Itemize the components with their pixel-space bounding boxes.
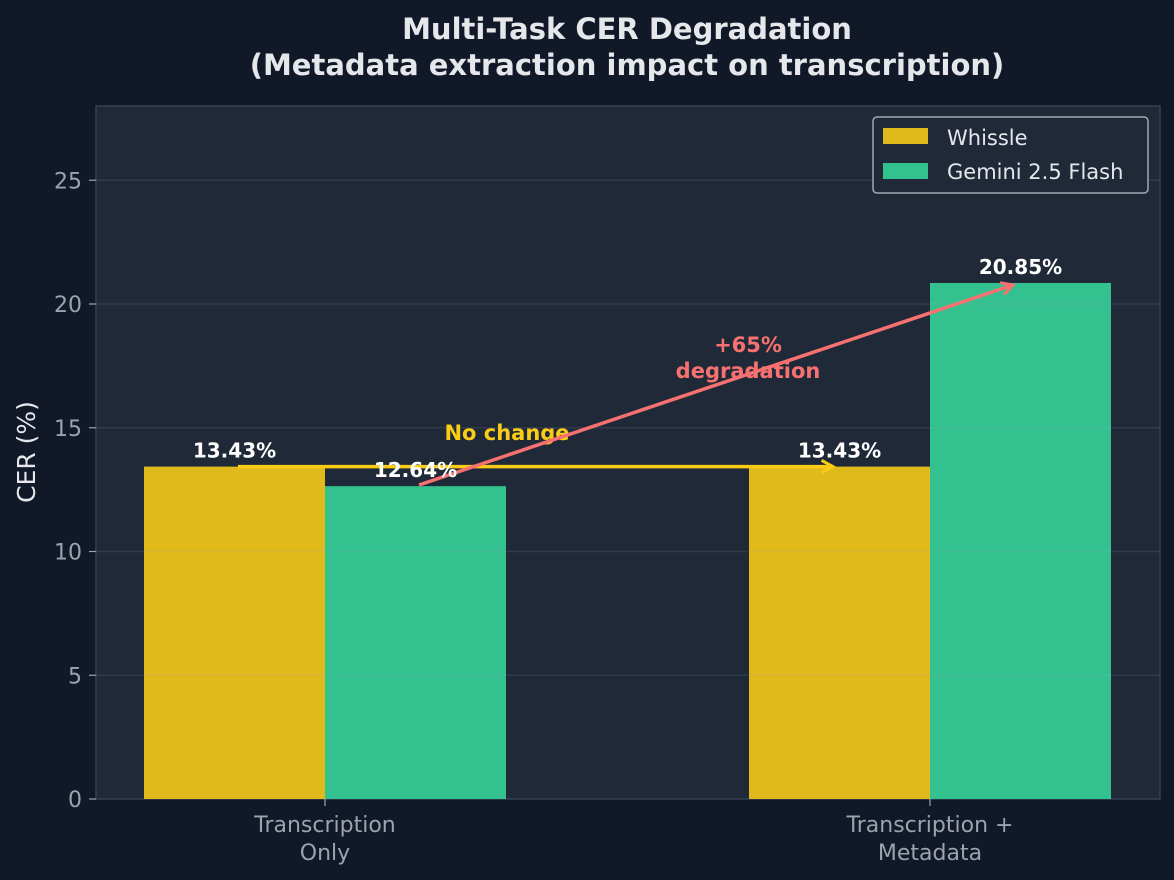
y-tick-label: 0 bbox=[68, 788, 82, 813]
legend-swatch-gemini bbox=[883, 163, 928, 179]
y-tick-label: 10 bbox=[54, 541, 82, 566]
y-tick-label: 5 bbox=[68, 664, 82, 689]
y-tick-label: 15 bbox=[54, 417, 82, 442]
bar-1-1 bbox=[930, 282, 1111, 799]
y-axis-label: CER (%) bbox=[12, 401, 41, 503]
arrow-no-change-head bbox=[820, 459, 837, 475]
x-tick-label: Transcription + bbox=[846, 813, 1014, 838]
bar-1-0 bbox=[325, 486, 506, 799]
y-tick-label: 25 bbox=[54, 169, 82, 194]
legend-label-whissle: Whissle bbox=[947, 126, 1028, 150]
arrow-degradation bbox=[418, 283, 1014, 487]
bar-0-1 bbox=[749, 466, 930, 799]
legend-swatch-whissle bbox=[883, 128, 928, 144]
data-label: 12.64% bbox=[374, 458, 457, 482]
data-label: 13.43% bbox=[798, 439, 881, 463]
legend-label-gemini: Gemini 2.5 Flash bbox=[947, 160, 1123, 184]
annotation-degradation: degradation bbox=[676, 359, 821, 383]
x-tick-label: Metadata bbox=[878, 841, 982, 866]
annotation-degradation: +65% bbox=[714, 333, 782, 357]
bar-0-0 bbox=[144, 466, 325, 799]
chart-subtitle: (Metadata extraction impact on transcrip… bbox=[250, 48, 1005, 82]
chart-title: Multi-Task CER Degradation bbox=[402, 12, 852, 46]
arrow-degradation-head bbox=[999, 281, 1016, 296]
data-label: 20.85% bbox=[979, 255, 1062, 279]
x-tick-label: Transcription bbox=[253, 813, 396, 838]
y-tick-label: 20 bbox=[54, 293, 82, 318]
legend: Whissle Gemini 2.5 Flash bbox=[872, 116, 1149, 194]
data-label: 13.43% bbox=[193, 439, 276, 463]
x-tick-label: Only bbox=[300, 841, 350, 866]
